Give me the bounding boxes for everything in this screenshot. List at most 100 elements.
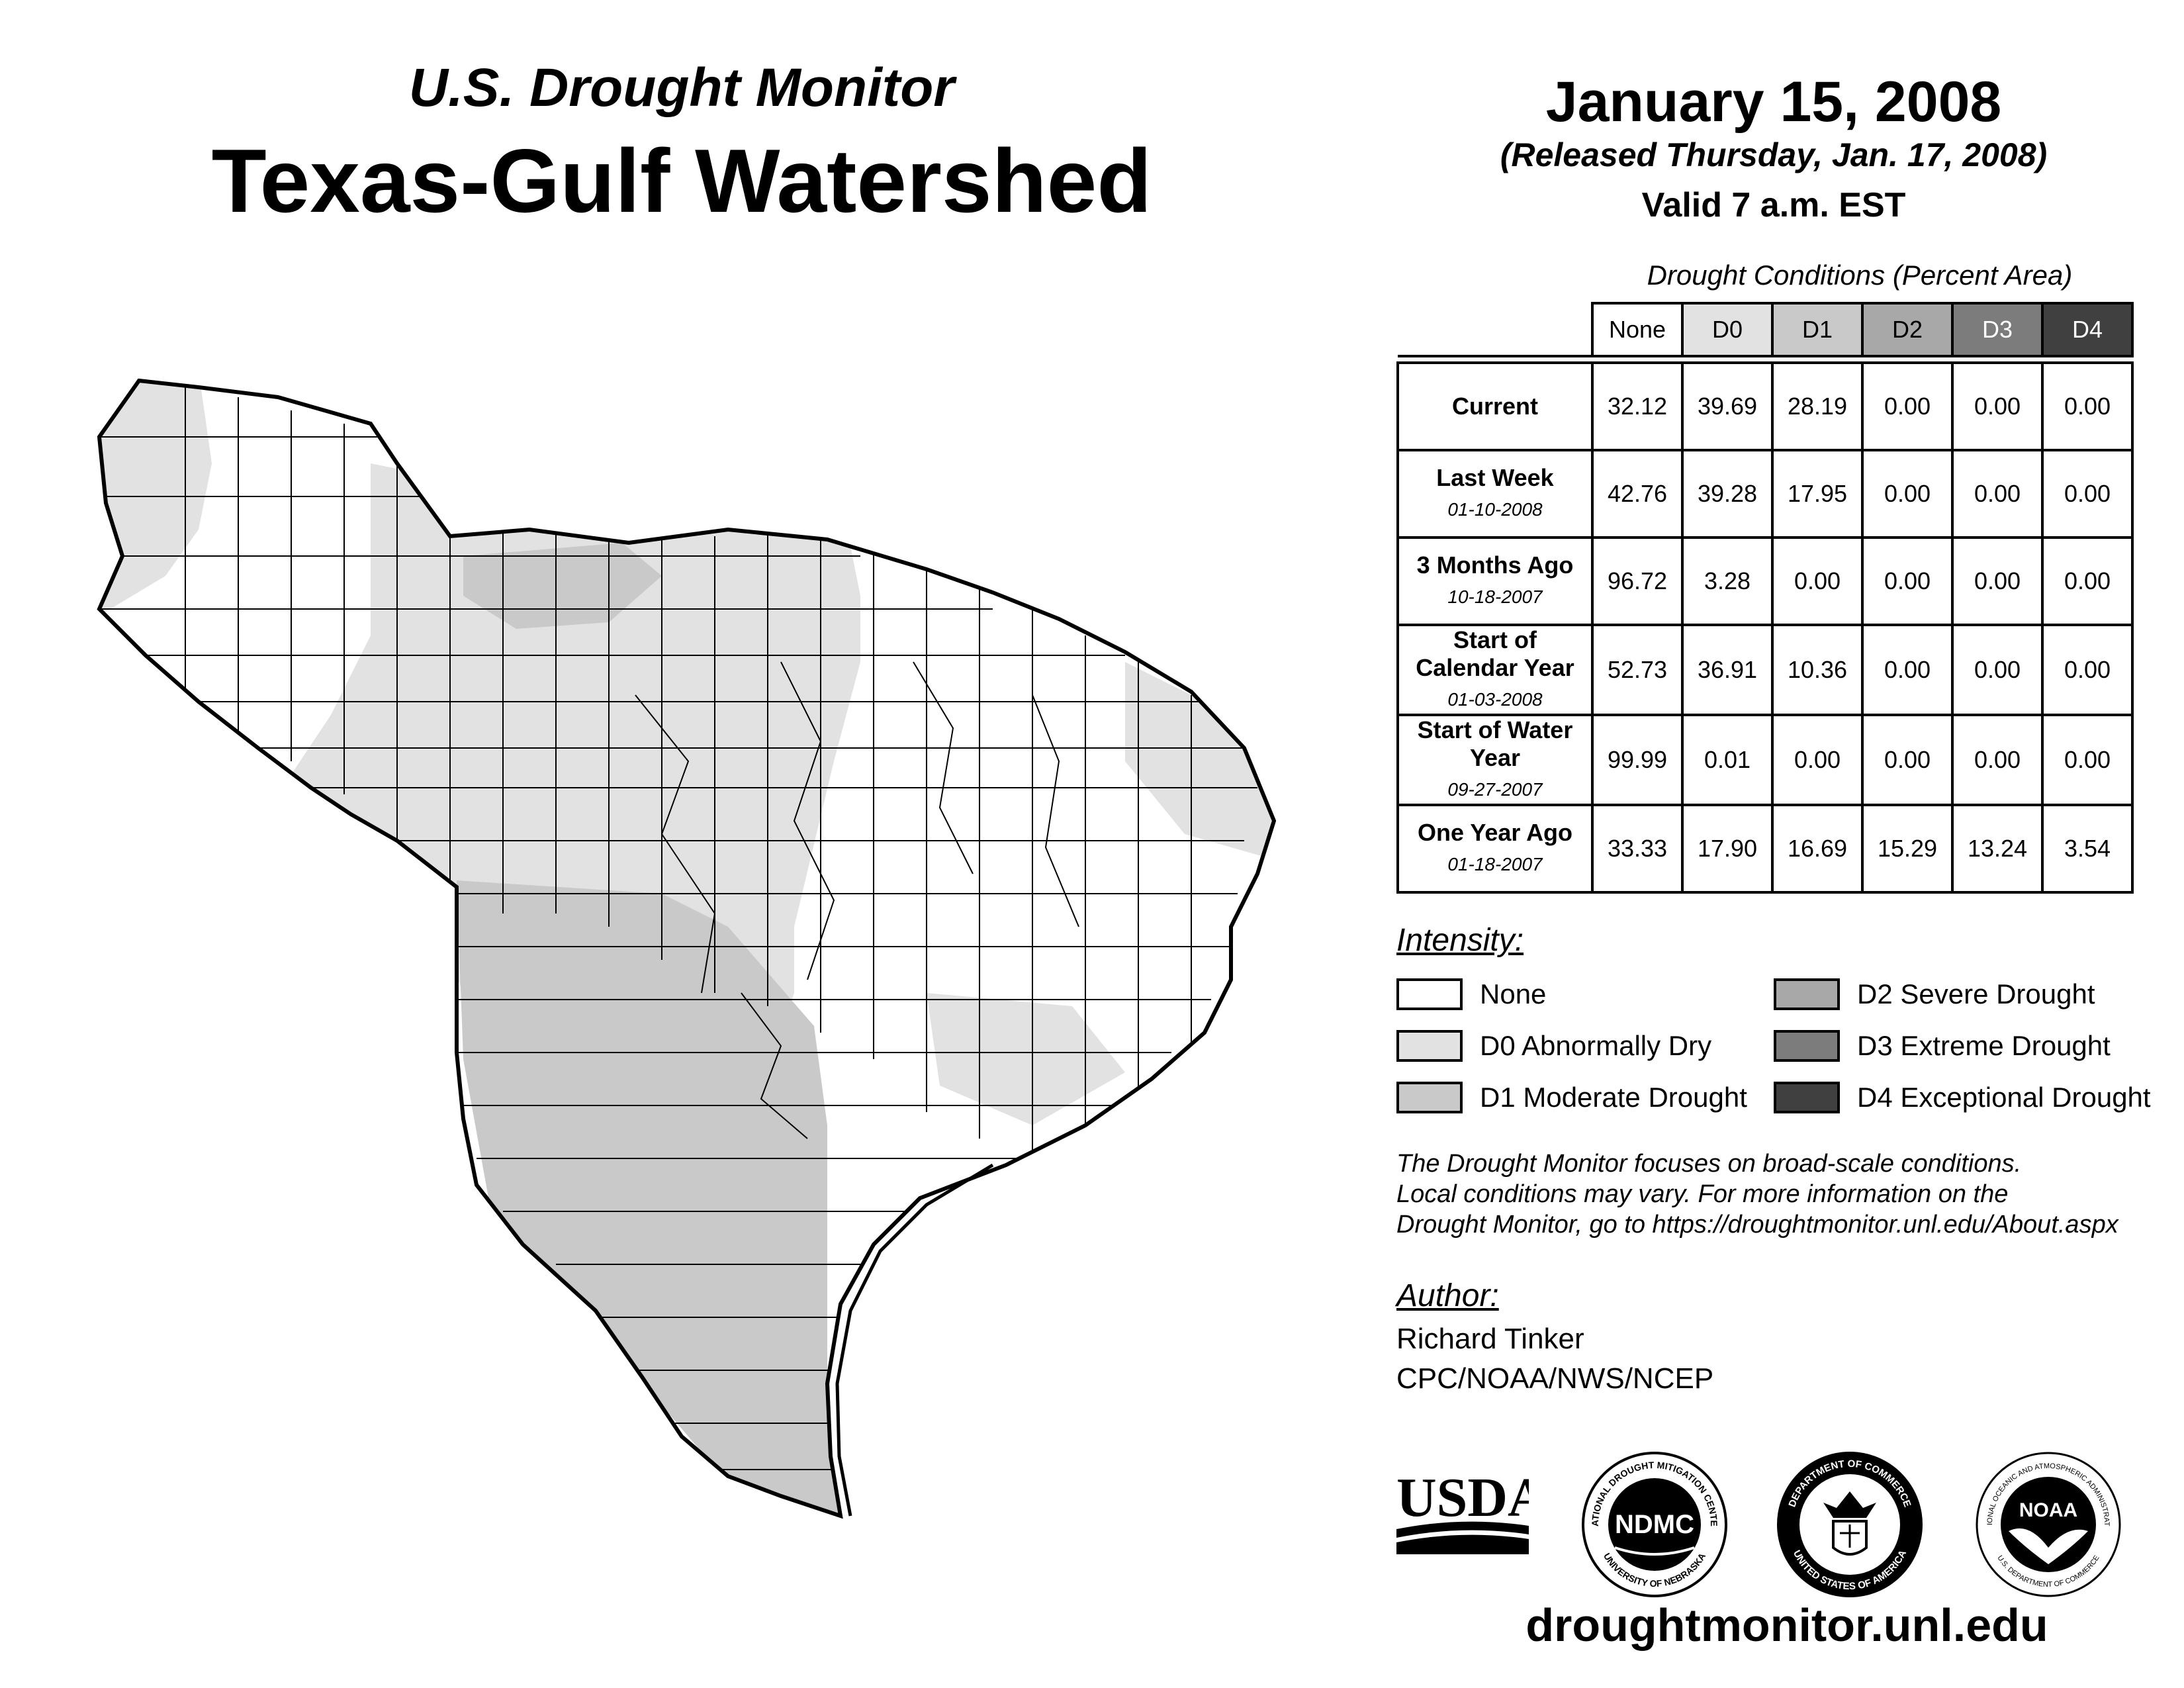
author-organization: CPC/NOAA/NWS/NCEP bbox=[1396, 1362, 1714, 1395]
legend-label: D1 Moderate Drought bbox=[1480, 1082, 1747, 1113]
website-url: droughtmonitor.unl.edu bbox=[1525, 1599, 2048, 1651]
table-cell: 32.12 bbox=[1591, 361, 1684, 451]
table-cell: 17.90 bbox=[1681, 804, 1774, 894]
disclaimer-note: The Drought Monitor focuses on broad-sca… bbox=[1396, 1149, 2171, 1240]
d1-area-south bbox=[457, 880, 847, 1516]
column-header-d1: D1 bbox=[1771, 302, 1864, 357]
eagle-icon bbox=[1823, 1491, 1876, 1518]
drought-conditions-table: None D0 D1 D2 D3 D4 Current 32.12 39.69 … bbox=[1396, 302, 2134, 894]
table-cell: 0.00 bbox=[2041, 624, 2134, 716]
valid-time: Valid 7 a.m. EST bbox=[1641, 186, 1906, 224]
table-cell: 0.00 bbox=[2041, 714, 2134, 806]
watershed-map bbox=[97, 378, 1277, 1519]
table-cell: 28.19 bbox=[1771, 361, 1864, 451]
table-cell: 42.76 bbox=[1591, 449, 1684, 539]
county-lines bbox=[99, 384, 1257, 1470]
row-label: Start of Water Year 09-27-2007 bbox=[1396, 714, 1594, 806]
legend-item-d2: D2 Severe Drought bbox=[1774, 978, 2095, 1010]
row-date: 10-18-2007 bbox=[1447, 586, 1543, 607]
legend-swatch bbox=[1396, 978, 1463, 1010]
table-cell: 0.00 bbox=[1951, 361, 2044, 451]
seagull-icon bbox=[2009, 1528, 2088, 1564]
table-row: 3 Months Ago 10-18-2007 96.72 3.28 0.00 0… bbox=[1396, 536, 2134, 626]
legend-label: D4 Exceptional Drought bbox=[1857, 1082, 2151, 1113]
table-corner bbox=[1398, 303, 1594, 357]
legend-title: Intensity: bbox=[1396, 923, 1524, 958]
table-cell: 0.00 bbox=[1771, 714, 1864, 806]
table-cell: 0.00 bbox=[2041, 536, 2134, 626]
table-cell: 0.00 bbox=[1951, 536, 2044, 626]
row-date: 01-03-2008 bbox=[1447, 689, 1543, 710]
usda-logo: USDA bbox=[1396, 1467, 1529, 1554]
row-date: 09-27-2007 bbox=[1447, 779, 1543, 800]
release-date: (Released Thursday, Jan. 17, 2008) bbox=[1500, 136, 2048, 173]
valid-date: January 15, 2008 bbox=[1545, 70, 2002, 134]
table-cell: 3.28 bbox=[1681, 536, 1774, 626]
d0-area-northwest bbox=[99, 381, 212, 616]
report-subtitle: U.S. Drought Monitor bbox=[408, 58, 955, 118]
noaa-logo: NATIONAL OCEANIC AND ATMOSPHERIC ADMINIS… bbox=[1972, 1448, 2121, 1597]
shield-icon bbox=[1832, 1520, 1868, 1556]
row-date: 01-18-2007 bbox=[1447, 854, 1543, 874]
note-line: Drought Monitor, go to https://droughtmo… bbox=[1396, 1211, 2118, 1239]
table-row: One Year Ago 01-18-2007 33.33 17.90 16.69… bbox=[1396, 804, 2134, 894]
author-name: Richard Tinker bbox=[1396, 1323, 1584, 1355]
row-label: Start of Calendar Year 01-03-2008 bbox=[1396, 624, 1594, 716]
usda-logo-text: USDA bbox=[1396, 1467, 1529, 1528]
table-row: Last Week 01-10-2008 42.76 39.28 17.95 0.… bbox=[1396, 449, 2134, 539]
table-cell: 0.00 bbox=[1861, 624, 1954, 716]
legend-label: D3 Extreme Drought bbox=[1857, 1030, 2111, 1061]
row-date: 01-10-2008 bbox=[1447, 499, 1543, 520]
page-title: Texas-Gulf Watershed bbox=[211, 130, 1152, 231]
barrier-island bbox=[835, 1163, 994, 1517]
legend-item-d4: D4 Exceptional Drought bbox=[1774, 1082, 2151, 1113]
table-cell: 0.00 bbox=[1951, 714, 2044, 806]
table-caption: Drought Conditions (Percent Area) bbox=[1647, 259, 2073, 291]
table-cell: 0.00 bbox=[2041, 361, 2134, 451]
ndmc-logo-text: NDMC bbox=[1615, 1510, 1694, 1539]
table-cell: 0.00 bbox=[1951, 624, 2044, 716]
row-label: One Year Ago 01-18-2007 bbox=[1396, 804, 1594, 894]
d0-area-east bbox=[1125, 662, 1274, 861]
watershed-boundary bbox=[97, 378, 1277, 1519]
row-label: 3 Months Ago 10-18-2007 bbox=[1396, 536, 1594, 626]
table-cell: 0.00 bbox=[2041, 449, 2134, 539]
d1-area-north bbox=[463, 543, 662, 629]
note-line: Local conditions may vary. For more info… bbox=[1396, 1180, 2009, 1208]
legend-item-d0: D0 Abnormally Dry bbox=[1396, 1030, 1711, 1062]
table-cell: 0.00 bbox=[1771, 536, 1864, 626]
department-of-commerce-seal: DEPARTMENT OF COMMERCE UNITED STATES OF … bbox=[1777, 1452, 1923, 1597]
table-cell: 0.01 bbox=[1681, 714, 1774, 806]
legend-swatch bbox=[1396, 1082, 1463, 1113]
table-cell: 16.69 bbox=[1771, 804, 1864, 894]
legend-label: D2 Severe Drought bbox=[1857, 978, 2095, 1009]
table-header-row: None D0 D1 D2 D3 D4 bbox=[1398, 302, 2134, 357]
table-cell: 0.00 bbox=[1861, 361, 1954, 451]
noaa-logo-text: NOAA bbox=[2019, 1499, 2077, 1521]
table-cell: 17.95 bbox=[1771, 449, 1864, 539]
column-header-d2: D2 bbox=[1861, 302, 1954, 357]
table-cell: 10.36 bbox=[1771, 624, 1864, 716]
author-label: Author: bbox=[1396, 1278, 1499, 1313]
row-label: Current bbox=[1396, 361, 1594, 451]
legend-item-d1: D1 Moderate Drought bbox=[1396, 1082, 1747, 1113]
legend-swatch bbox=[1774, 1030, 1840, 1062]
legend-label: D0 Abnormally Dry bbox=[1480, 1030, 1712, 1061]
table-cell: 39.28 bbox=[1681, 449, 1774, 539]
table-cell: 0.00 bbox=[1861, 714, 1954, 806]
legend-item-none: None bbox=[1396, 978, 1546, 1010]
table-cell: 52.73 bbox=[1591, 624, 1684, 716]
d0-area-coastal bbox=[927, 993, 1125, 1125]
column-header-d3: D3 bbox=[1951, 302, 2044, 357]
table-cell: 99.99 bbox=[1591, 714, 1684, 806]
table-cell: 0.00 bbox=[1861, 449, 1954, 539]
legend-label: None bbox=[1480, 978, 1547, 1009]
column-header-d4: D4 bbox=[2041, 302, 2134, 357]
table-cell: 96.72 bbox=[1591, 536, 1684, 626]
column-header-d0: D0 bbox=[1681, 302, 1774, 357]
legend-item-d3: D3 Extreme Drought bbox=[1774, 1030, 2111, 1062]
table-row: Current 32.12 39.69 28.19 0.00 0.00 0.00 bbox=[1396, 361, 2134, 451]
table-cell: 36.91 bbox=[1681, 624, 1774, 716]
table-cell: 39.69 bbox=[1681, 361, 1774, 451]
legend-swatch bbox=[1774, 1082, 1840, 1113]
